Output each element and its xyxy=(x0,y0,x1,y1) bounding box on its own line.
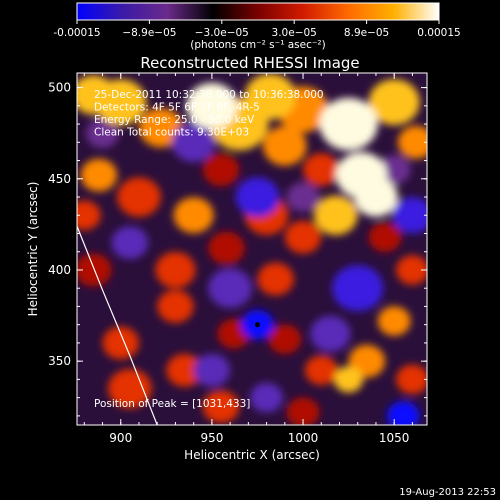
heatmap-blob-negative xyxy=(86,118,119,148)
y-axis-label: Heliocentric Y (arcsec) xyxy=(26,182,40,317)
heatmap-blob-positive xyxy=(202,153,240,187)
colorbar-tick-label: −8.9e−05 xyxy=(122,27,176,39)
heatmap-blob-negative xyxy=(193,353,231,387)
heatmap-blob-positive xyxy=(397,125,427,159)
solar-limb xyxy=(77,225,158,425)
heatmap-blob-positive xyxy=(368,222,402,252)
heatmap-blob-positive xyxy=(377,306,411,336)
peak-marker xyxy=(254,322,260,328)
heatmap-blob-positive xyxy=(166,353,203,387)
heatmap-blob-positive xyxy=(396,364,427,395)
heatmap-blob-positive xyxy=(138,108,183,148)
heatmap-blob-positive xyxy=(303,153,340,187)
heatmap-blob-negative xyxy=(386,401,420,425)
info-line: Clean Total counts: 9.30E+03 xyxy=(94,127,249,139)
timestamp: 19-Aug-2013 22:53 xyxy=(399,487,496,498)
heatmap-blob-positive xyxy=(244,73,296,120)
x-tick-label: 900 xyxy=(109,431,132,445)
x-tick-label: 1000 xyxy=(288,431,319,445)
heatmap-blob-positive xyxy=(155,251,196,289)
heatmap-blob-positive xyxy=(157,290,194,323)
heatmap-blob-positive xyxy=(186,82,238,129)
heatmap-blob-positive xyxy=(257,262,294,296)
heatmap-blob-positive xyxy=(286,397,320,425)
y-axis-ticks: 350 400 450 500 xyxy=(48,81,427,417)
heatmap-blob-positive xyxy=(262,126,307,166)
info-line: Detectors: 4F 5F 6F 7F 8F, 4R-5 xyxy=(94,102,260,114)
heatmap-blob-positive xyxy=(95,79,147,126)
heatmap-blob-negative xyxy=(171,122,216,162)
heatmap-blob-negative xyxy=(392,197,427,234)
peak-label: Position of Peak = [1031,433] xyxy=(94,398,250,410)
colorbar-tick-label: 0.00015 xyxy=(417,27,460,39)
min-marker xyxy=(254,322,260,328)
colorbar-tick-label: 8.9e−05 xyxy=(344,27,389,39)
heatmap-blob-negative xyxy=(332,265,384,312)
heatmap-blob-positive xyxy=(102,326,139,360)
heatmap-blob-positive xyxy=(173,197,214,234)
info-text: 25-Dec-2011 10:32:38.000 to 10:36:38.000… xyxy=(94,89,324,139)
x-axis-ticks: 900 950 1000 1050 xyxy=(83,73,413,445)
heatmap-blob-positive xyxy=(268,324,302,355)
heatmap-blob-negative xyxy=(235,177,280,217)
colorbar-ticks: -0.00015 −8.9e−05 −3.0e−05 3.0e−05 8.9e−05 0.… xyxy=(53,20,461,39)
heatmap-blob-positive xyxy=(80,158,118,192)
plot-frame xyxy=(76,72,428,426)
x-axis-label: Heliocentric X (arcsec) xyxy=(184,448,320,462)
heatmap-blob-positive xyxy=(202,390,240,424)
colorbar xyxy=(76,2,440,21)
heatmap-blob-positive xyxy=(304,355,338,386)
heatmap-blob-negative xyxy=(208,268,252,308)
heatmap-blob-positive xyxy=(354,177,398,217)
heatmap-blob-positive xyxy=(284,220,322,254)
heatmap-blob-positive xyxy=(117,177,161,217)
heatmap-blob-negative xyxy=(310,315,351,352)
y-tick-label: 450 xyxy=(48,172,71,186)
colorbar-tick-label: -0.00015 xyxy=(53,27,100,39)
heatmap-blob-positive xyxy=(107,368,152,409)
heatmap-blob-positive xyxy=(77,200,101,231)
colorbar-tick-label: 3.0e−05 xyxy=(272,27,317,39)
colorbar-tick-label: −3.0e−05 xyxy=(195,27,249,39)
heatmap-blob-negative xyxy=(286,182,320,212)
heatmap-blob-negative xyxy=(250,382,283,413)
chart-title: Reconstructed RHESSI Image xyxy=(140,54,359,72)
y-tick-label: 350 xyxy=(48,354,71,368)
info-line: Energy Range: 25.0 - 50.0 keV xyxy=(94,114,255,126)
heatmap-blob-positive xyxy=(319,97,378,151)
heatmap-blob-positive xyxy=(208,231,245,265)
heatmap-blobs xyxy=(77,73,427,425)
heatmap-blob-positive xyxy=(396,255,427,285)
y-tick-label: 400 xyxy=(48,263,71,277)
y-tick-label: 500 xyxy=(48,81,71,95)
heatmap-blob-positive xyxy=(334,366,364,393)
heatmap-blob-positive xyxy=(313,195,358,235)
info-line: 25-Dec-2011 10:32:38.000 to 10:36:38.000 xyxy=(94,89,324,101)
heatmap-blob-positive xyxy=(368,79,420,126)
x-tick-label: 1050 xyxy=(379,431,410,445)
colorbar-label: (photons cm⁻² s⁻¹ asec⁻²) xyxy=(190,39,325,51)
heatmap-blob-negative xyxy=(111,226,149,260)
x-tick-label: 950 xyxy=(200,431,223,445)
